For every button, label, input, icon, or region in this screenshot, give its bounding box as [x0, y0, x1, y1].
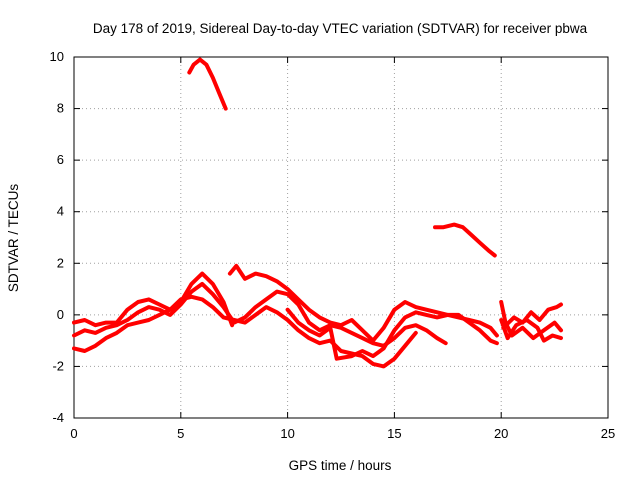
- x-tick-label: 10: [280, 426, 294, 441]
- y-tick-label: 10: [50, 49, 64, 64]
- plot-frame: [73, 56, 609, 419]
- x-tick-label: 20: [494, 426, 508, 441]
- ticks: 0 5 10 15 20 25 -4 -2 0 2 4 6 8 10: [50, 49, 616, 441]
- y-tick-label: 6: [57, 152, 64, 167]
- series-arc-high: [187, 57, 228, 111]
- y-axis-label: SDTVAR / TECUs: [6, 184, 21, 293]
- series-arc-c: [72, 294, 418, 369]
- y-tick-label: 8: [57, 101, 64, 116]
- series-arc-a: [72, 271, 235, 328]
- series-arc-e: [285, 307, 499, 361]
- x-tick-label: 0: [70, 426, 77, 441]
- y-tick-label: 0: [57, 307, 64, 322]
- chart-title: Day 178 of 2019, Sidereal Day-to-day VTE…: [93, 21, 588, 36]
- x-tick-label: 25: [601, 426, 615, 441]
- x-tick-label: 15: [387, 426, 401, 441]
- y-tick-label: 4: [57, 204, 64, 219]
- x-tick-label: 5: [177, 426, 184, 441]
- y-tick-label: 2: [57, 255, 64, 270]
- series-arc-h: [501, 302, 563, 330]
- series-arc-d: [227, 263, 499, 343]
- x-axis-label: GPS time / hours: [289, 458, 392, 473]
- series-layer: [72, 57, 563, 369]
- series-arc-g: [499, 318, 563, 343]
- y-tick-label: -2: [52, 358, 64, 373]
- series-arc-late: [433, 222, 497, 258]
- y-tick-label: -4: [52, 410, 64, 425]
- grid: [74, 57, 608, 418]
